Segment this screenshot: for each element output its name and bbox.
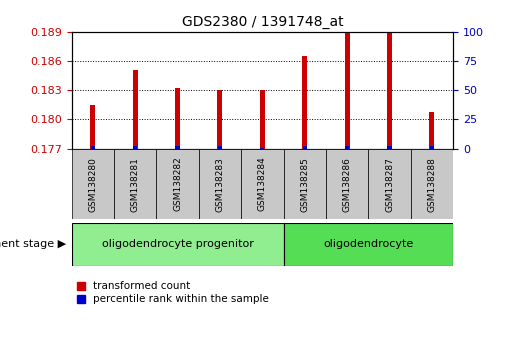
Text: GSM138285: GSM138285 — [301, 156, 309, 212]
Text: GSM138286: GSM138286 — [343, 156, 351, 212]
Bar — [199, 149, 241, 219]
Bar — [72, 149, 114, 219]
Text: development stage ▶: development stage ▶ — [0, 239, 66, 249]
Bar — [430, 146, 434, 149]
Bar — [175, 88, 180, 149]
Bar — [260, 148, 264, 149]
Text: GSM138288: GSM138288 — [428, 156, 436, 212]
Bar — [411, 149, 453, 219]
Bar — [344, 32, 350, 149]
Bar — [326, 149, 368, 219]
Text: oligodendrocyte: oligodendrocyte — [323, 239, 413, 249]
Text: GSM138281: GSM138281 — [131, 156, 139, 212]
Text: GSM138282: GSM138282 — [173, 157, 182, 211]
Bar — [217, 90, 223, 149]
Bar — [114, 149, 156, 219]
Bar — [387, 32, 392, 149]
Text: GSM138287: GSM138287 — [385, 156, 394, 212]
Text: GSM138283: GSM138283 — [216, 156, 224, 212]
Bar — [429, 112, 435, 149]
Bar — [345, 146, 349, 149]
Bar — [302, 56, 307, 149]
Bar — [284, 223, 453, 266]
Legend: transformed count, percentile rank within the sample: transformed count, percentile rank withi… — [77, 281, 269, 304]
Bar — [91, 146, 95, 149]
Bar — [387, 146, 392, 149]
Text: GSM138284: GSM138284 — [258, 157, 267, 211]
Bar — [218, 146, 222, 149]
Bar — [156, 149, 199, 219]
Bar — [241, 149, 284, 219]
Title: GDS2380 / 1391748_at: GDS2380 / 1391748_at — [182, 16, 343, 29]
Bar — [132, 70, 138, 149]
Bar — [72, 223, 284, 266]
Bar — [303, 146, 307, 149]
Bar — [260, 90, 265, 149]
Bar — [90, 105, 95, 149]
Text: GSM138280: GSM138280 — [89, 156, 97, 212]
Bar — [175, 146, 180, 149]
Bar — [368, 149, 411, 219]
Bar — [284, 149, 326, 219]
Text: oligodendrocyte progenitor: oligodendrocyte progenitor — [102, 239, 253, 249]
Bar — [133, 146, 137, 149]
